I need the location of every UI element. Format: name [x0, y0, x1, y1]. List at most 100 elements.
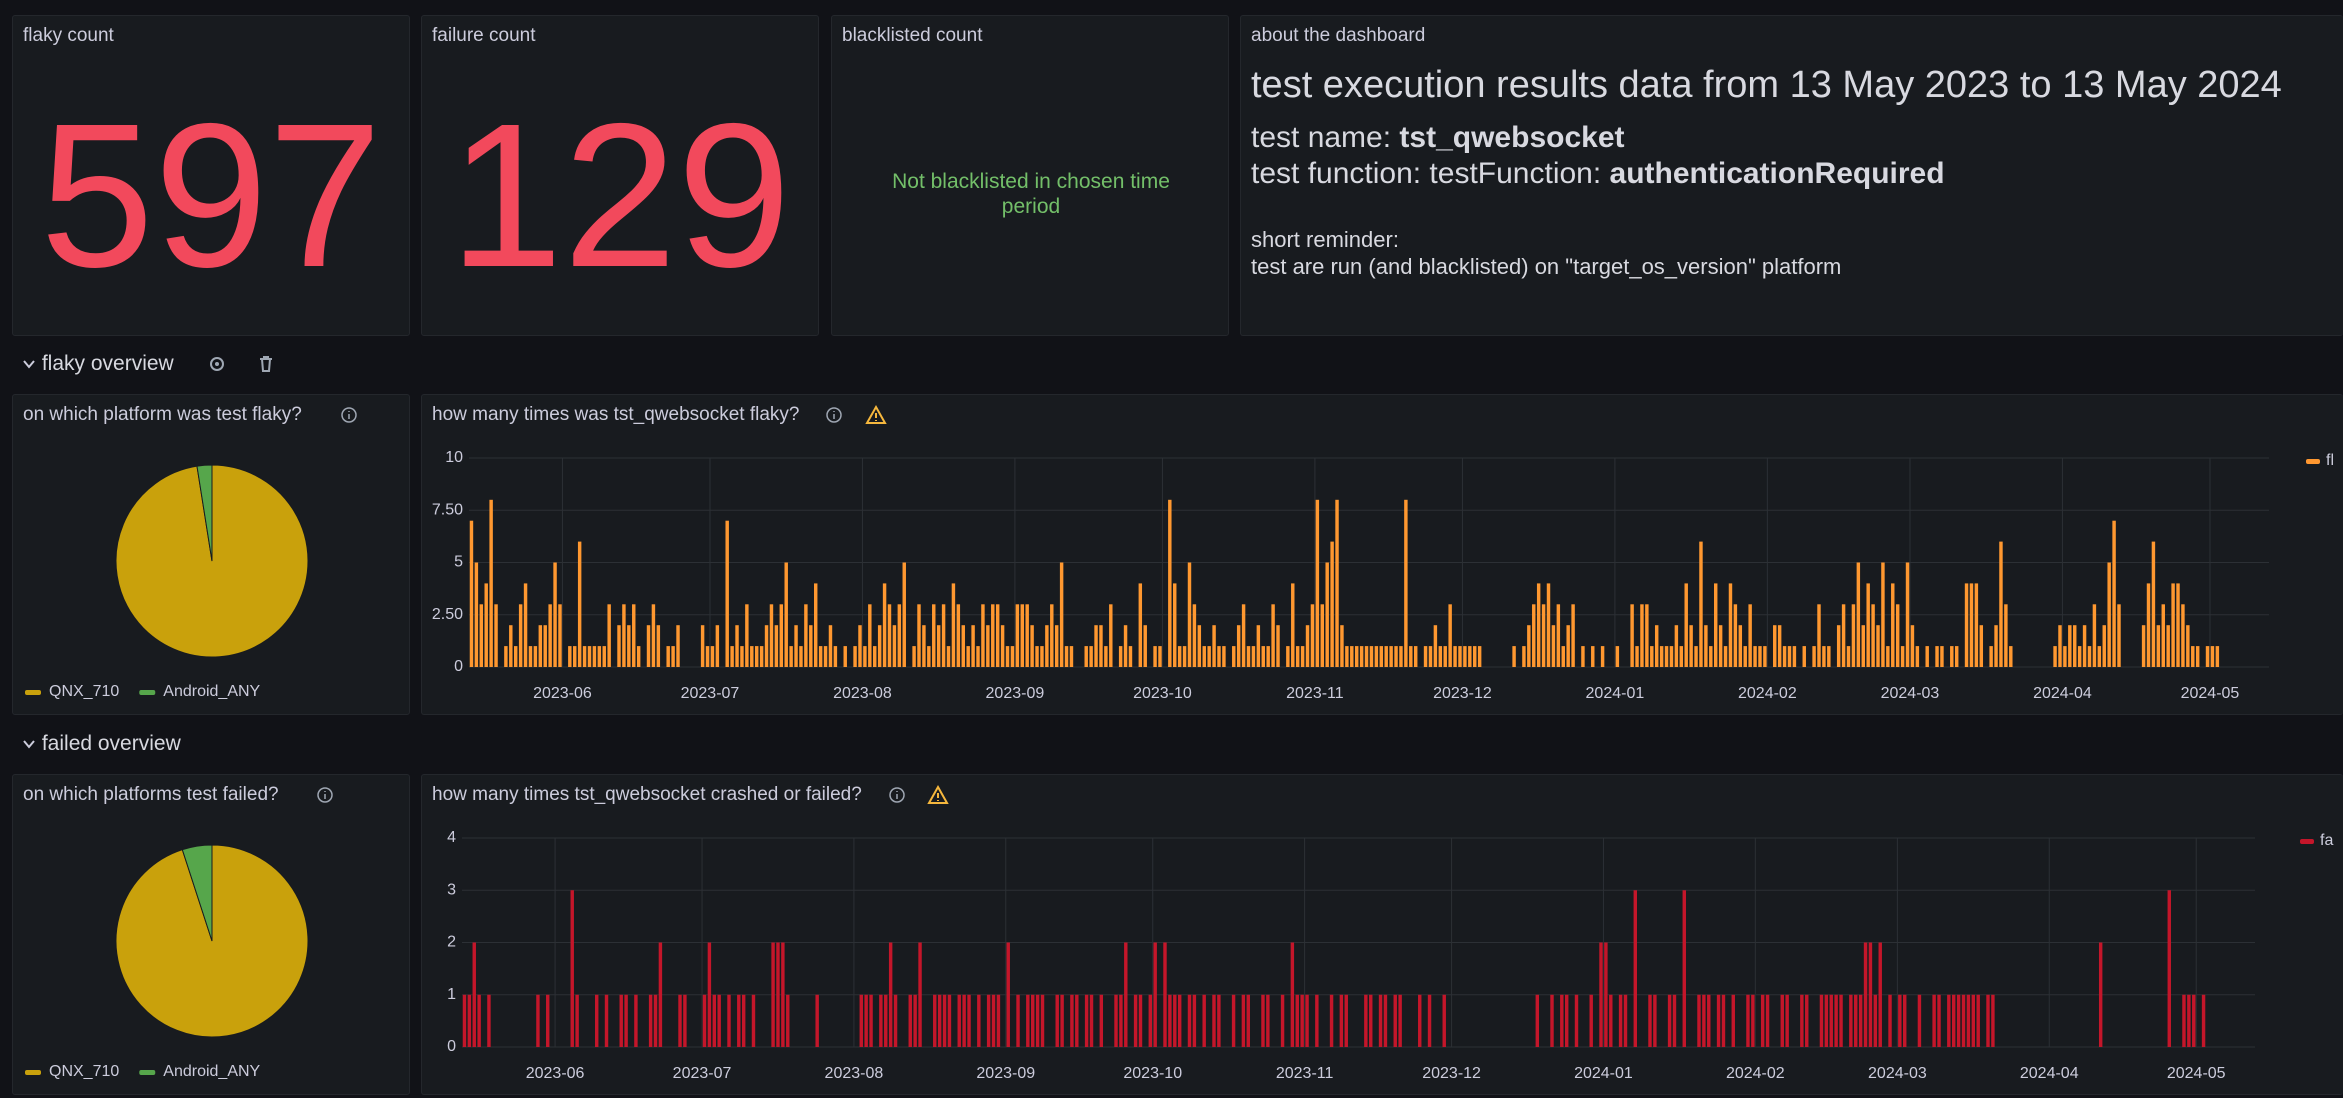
bar	[1731, 994, 1735, 1047]
bar	[1109, 604, 1113, 667]
x-tick-label: 2023-08	[825, 1065, 884, 1082]
bar	[1035, 646, 1039, 667]
bar	[1829, 994, 1833, 1047]
pie-panel: QNX_710 Android_ANY on which platforms te…	[12, 774, 410, 1095]
bar	[828, 625, 833, 667]
bar	[2210, 646, 2215, 667]
bar	[2077, 646, 2082, 667]
bar	[1398, 994, 1402, 1047]
bar	[1561, 646, 1565, 667]
bar	[1187, 562, 1192, 667]
bar	[1423, 646, 1428, 667]
bar	[683, 994, 687, 1047]
row-header[interactable]: flaky overview	[22, 352, 174, 376]
bar	[1251, 646, 1256, 667]
info-icon[interactable]	[887, 785, 907, 805]
warning-icon[interactable]	[927, 784, 949, 806]
bar	[1645, 604, 1649, 667]
bar	[863, 646, 867, 667]
bar	[1369, 646, 1374, 667]
bar-panel: 0 2.50 5 7.50 10 2023-06 2023-07 2023-08 2023-09…	[421, 394, 2343, 715]
text-line: test are run (and blacklisted) on "targe…	[1251, 254, 1842, 279]
bar	[2191, 646, 2195, 667]
bar	[1947, 994, 1951, 1047]
bar	[2112, 520, 2116, 667]
bar	[1653, 994, 1657, 1047]
row-header[interactable]: failed overview	[22, 732, 181, 756]
bar	[1915, 646, 1920, 667]
bar	[1031, 994, 1035, 1047]
bar	[2215, 646, 2220, 667]
bar	[1541, 604, 1546, 667]
bar	[1153, 942, 1157, 1047]
bar	[1404, 499, 1408, 667]
label: test name:	[1251, 121, 1392, 154]
bar	[809, 625, 813, 667]
bar	[1878, 942, 1882, 1047]
bar	[1991, 994, 1995, 1047]
bar	[1556, 604, 1561, 667]
bar	[597, 646, 602, 667]
bar	[700, 625, 705, 667]
bar	[1723, 646, 1728, 667]
bar	[932, 604, 936, 667]
bar	[908, 994, 912, 1047]
bar	[1453, 646, 1457, 667]
bar	[1266, 994, 1270, 1047]
panel-title: how many times tst_qwebsocket crashed or…	[432, 784, 862, 805]
bar	[671, 646, 675, 667]
bar	[776, 942, 780, 1047]
x-tick-label: 2023-06	[533, 685, 592, 702]
bar	[2186, 625, 2190, 667]
bar	[1256, 625, 1261, 667]
bar	[1961, 994, 1966, 1047]
bar	[634, 994, 638, 1047]
bar	[779, 604, 784, 667]
info-icon[interactable]	[339, 405, 359, 425]
bar	[582, 646, 587, 667]
bar	[1822, 646, 1826, 667]
bar	[1846, 646, 1851, 667]
bar	[922, 625, 926, 667]
bar	[1851, 604, 1856, 667]
bar	[735, 625, 739, 667]
bar	[1765, 994, 1770, 1047]
bar	[705, 646, 710, 667]
bar	[1006, 942, 1010, 1047]
bar	[619, 994, 623, 1047]
bar	[653, 994, 658, 1047]
info-icon[interactable]	[315, 785, 335, 805]
bar	[1760, 994, 1765, 1047]
bar	[1246, 994, 1250, 1047]
bar	[879, 994, 883, 1047]
bar	[1442, 994, 1446, 1047]
gear-icon[interactable]	[207, 354, 227, 374]
x-tick-label: 2024-02	[1738, 685, 1797, 702]
bar	[740, 646, 744, 667]
bar	[1026, 994, 1030, 1047]
bar	[1059, 562, 1064, 667]
bar	[1344, 994, 1348, 1047]
trash-icon[interactable]	[256, 354, 276, 374]
chevron	[23, 740, 35, 750]
x-tick-label: 2024-04	[2020, 1065, 2079, 1082]
bar	[1623, 994, 1628, 1047]
bar	[1866, 583, 1870, 667]
bar	[991, 604, 995, 667]
warning-icon[interactable]	[865, 404, 887, 426]
bar	[1564, 994, 1569, 1047]
bar	[818, 646, 823, 667]
bar	[546, 994, 550, 1047]
bar	[745, 604, 749, 667]
x-tick-label: 2024-04	[2033, 685, 2092, 702]
bar	[604, 994, 609, 1047]
bar	[1659, 646, 1664, 667]
info-icon[interactable]	[824, 405, 844, 425]
bar	[1527, 625, 1531, 667]
bar	[1743, 646, 1747, 667]
bar	[892, 625, 897, 667]
bar	[538, 625, 543, 667]
bar	[710, 646, 715, 667]
bar	[1241, 604, 1246, 667]
bar	[1839, 994, 1843, 1047]
